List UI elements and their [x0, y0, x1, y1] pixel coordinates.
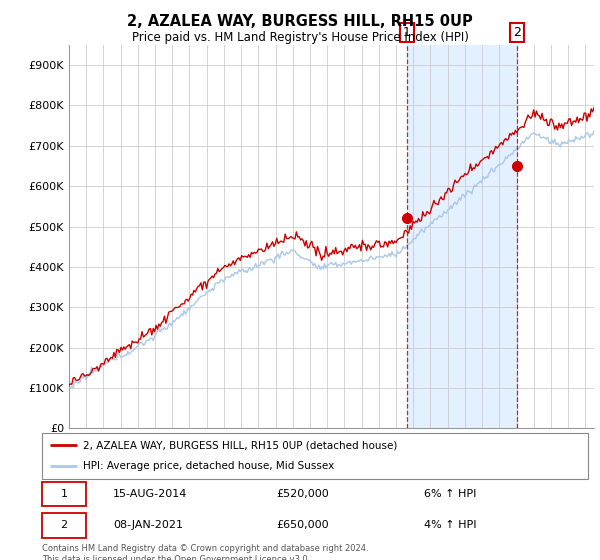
Text: Contains HM Land Registry data © Crown copyright and database right 2024.
This d: Contains HM Land Registry data © Crown c… — [42, 544, 368, 560]
FancyBboxPatch shape — [42, 513, 86, 538]
Text: 2, AZALEA WAY, BURGESS HILL, RH15 0UP (detached house): 2, AZALEA WAY, BURGESS HILL, RH15 0UP (d… — [83, 440, 397, 450]
Text: HPI: Average price, detached house, Mid Sussex: HPI: Average price, detached house, Mid … — [83, 461, 334, 472]
Text: 2: 2 — [513, 26, 521, 39]
Text: Price paid vs. HM Land Registry's House Price Index (HPI): Price paid vs. HM Land Registry's House … — [131, 31, 469, 44]
Text: 08-JAN-2021: 08-JAN-2021 — [113, 520, 183, 530]
Text: 15-AUG-2014: 15-AUG-2014 — [113, 489, 187, 499]
Text: 1: 1 — [403, 26, 410, 39]
Text: 6% ↑ HPI: 6% ↑ HPI — [424, 489, 476, 499]
Bar — [407, 45, 517, 428]
Text: 2, AZALEA WAY, BURGESS HILL, RH15 0UP: 2, AZALEA WAY, BURGESS HILL, RH15 0UP — [127, 14, 473, 29]
Text: £520,000: £520,000 — [277, 489, 329, 499]
Text: 1: 1 — [61, 489, 67, 499]
Text: 2: 2 — [60, 520, 67, 530]
FancyBboxPatch shape — [42, 482, 86, 506]
Text: £650,000: £650,000 — [277, 520, 329, 530]
Text: 4% ↑ HPI: 4% ↑ HPI — [424, 520, 476, 530]
